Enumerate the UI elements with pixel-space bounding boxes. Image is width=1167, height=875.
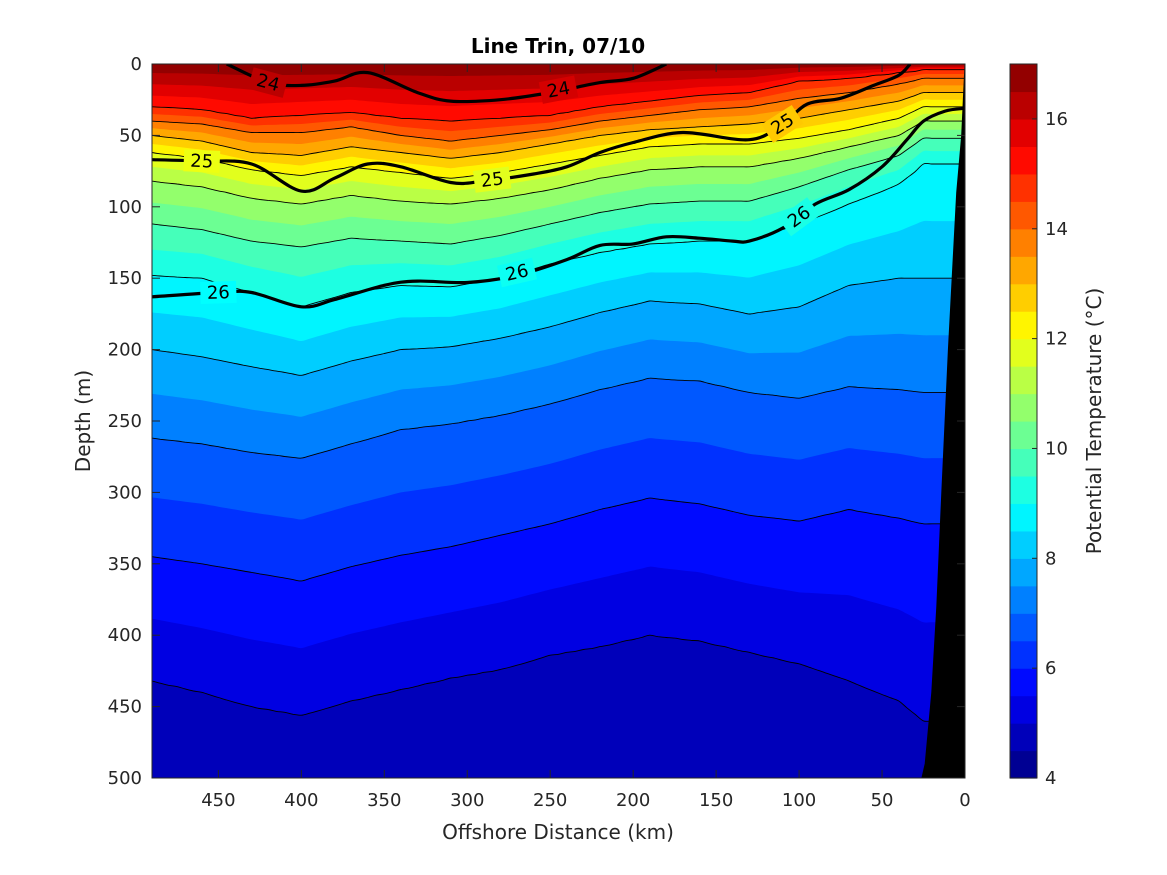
x-tick-label: 400 (284, 790, 318, 811)
colorbar-segment (1010, 146, 1037, 175)
colorbar-tick-label: 10 (1045, 438, 1068, 459)
colorbar-tick-label: 6 (1045, 658, 1056, 679)
colorbar-segment (1010, 311, 1037, 340)
colorbar-segment (1010, 283, 1037, 312)
isotherm-lines (152, 69, 965, 722)
colorbar-segment (1010, 366, 1037, 395)
colorbar-segment (1010, 668, 1037, 697)
y-tick-label: 450 (108, 697, 142, 718)
temperature-fill-layer (152, 64, 965, 778)
contour-label: 25 (480, 168, 505, 192)
colorbar-segment (1010, 228, 1037, 257)
colorbar-segment (1010, 475, 1037, 504)
y-axis-label: Depth (m) (71, 370, 95, 472)
contour-label: 26 (207, 282, 231, 304)
colorbar (1010, 64, 1037, 779)
colorbar-tick-label: 12 (1045, 329, 1068, 350)
colorbar-segment (1010, 118, 1037, 147)
colorbar-segment (1010, 503, 1037, 532)
colorbar-segment (1010, 448, 1037, 477)
colorbar-label: Potential Temperature (°C) (1082, 288, 1106, 555)
y-axis-ticks: 0 50 100 150 200 250 300 350 400 450 500 (108, 54, 965, 789)
colorbar-segment (1010, 64, 1037, 93)
colorbar-segment (1010, 338, 1037, 367)
colorbar-segment (1010, 393, 1037, 422)
colorbar-tick-label: 16 (1045, 109, 1068, 130)
contour-label-gap (538, 75, 579, 104)
colorbar-segment (1010, 750, 1037, 779)
colorbar-segment (1010, 256, 1037, 285)
colorbar-segment (1010, 640, 1037, 669)
y-tick-label: 300 (108, 482, 142, 503)
colorbar-segment (1010, 723, 1037, 752)
colorbar-segment (1010, 613, 1037, 642)
colorbar-segment (1010, 91, 1037, 120)
isotherm-line (152, 120, 965, 205)
y-tick-label: 250 (108, 411, 142, 432)
density-contour-24 (226, 64, 667, 104)
isotherm-line (152, 497, 965, 582)
isotherm-line (152, 634, 965, 722)
x-tick-label: 0 (959, 790, 970, 811)
isotherm-line (152, 137, 965, 248)
y-tick-label: 50 (119, 125, 142, 146)
y-tick-label: 500 (108, 768, 142, 789)
colorbar-tick-label: 14 (1045, 219, 1068, 240)
contour-label-gap (183, 149, 221, 173)
isotherm-line (152, 377, 965, 459)
colorbar-segment (1010, 558, 1037, 587)
x-axis-ticks: 450 400 350 300 250 200 150 100 50 0 (201, 64, 971, 811)
x-tick-label: 450 (201, 790, 235, 811)
y-tick-label: 400 (108, 625, 142, 646)
density-contour-26 (152, 106, 965, 309)
y-tick-label: 0 (131, 54, 142, 75)
contour-label-gap (497, 257, 538, 288)
colorbar-ticks: 4 6 8 10 12 14 16 (1032, 109, 1068, 789)
colorbar-segment (1010, 695, 1037, 724)
contour-label-gap (200, 280, 237, 305)
isotherm-line (152, 277, 965, 376)
isotherm-line (152, 69, 965, 122)
density-contour-lines (152, 64, 965, 309)
isotherm-line (152, 106, 965, 179)
y-tick-label: 200 (108, 340, 142, 361)
y-tick-label: 150 (108, 268, 142, 289)
contour-label-gap (761, 105, 804, 143)
x-tick-label: 300 (450, 790, 484, 811)
contour-label: 25 (190, 151, 214, 173)
colorbar-segment (1010, 421, 1037, 450)
colorbar-tick-label: 4 (1045, 768, 1056, 789)
contour-label: 24 (545, 78, 571, 103)
colorbar-segment (1010, 173, 1037, 202)
colorbar-frame (1009, 63, 1038, 779)
contour-label-gap (778, 197, 821, 237)
density-contour-25 (152, 64, 912, 194)
x-tick-label: 150 (699, 790, 733, 811)
colorbar-segment (1010, 585, 1037, 614)
x-tick-label: 200 (616, 790, 650, 811)
x-axis-label: Offshore Distance (km) (442, 820, 674, 844)
colorbar-segment (1010, 530, 1037, 559)
colorbar-segment (1010, 201, 1037, 230)
colorbar-tick-label: 8 (1045, 548, 1056, 569)
seafloor-bathymetry (921, 64, 965, 778)
y-tick-label: 350 (108, 554, 142, 575)
bathymetry-layer (921, 64, 965, 778)
contour-label-gap (247, 67, 289, 98)
chart-title: Line Trin, 07/10 (471, 34, 645, 58)
x-tick-label: 350 (367, 790, 401, 811)
temperature-band (152, 635, 965, 778)
x-tick-label: 100 (782, 790, 816, 811)
x-tick-label: 50 (871, 790, 894, 811)
y-tick-label: 100 (108, 197, 142, 218)
contour-label-gap (472, 166, 512, 193)
contour-label: 26 (504, 260, 531, 286)
x-tick-label: 250 (533, 790, 567, 811)
isotherm-line (152, 91, 965, 159)
isotherm-line (152, 77, 965, 142)
plot-area (152, 64, 965, 778)
